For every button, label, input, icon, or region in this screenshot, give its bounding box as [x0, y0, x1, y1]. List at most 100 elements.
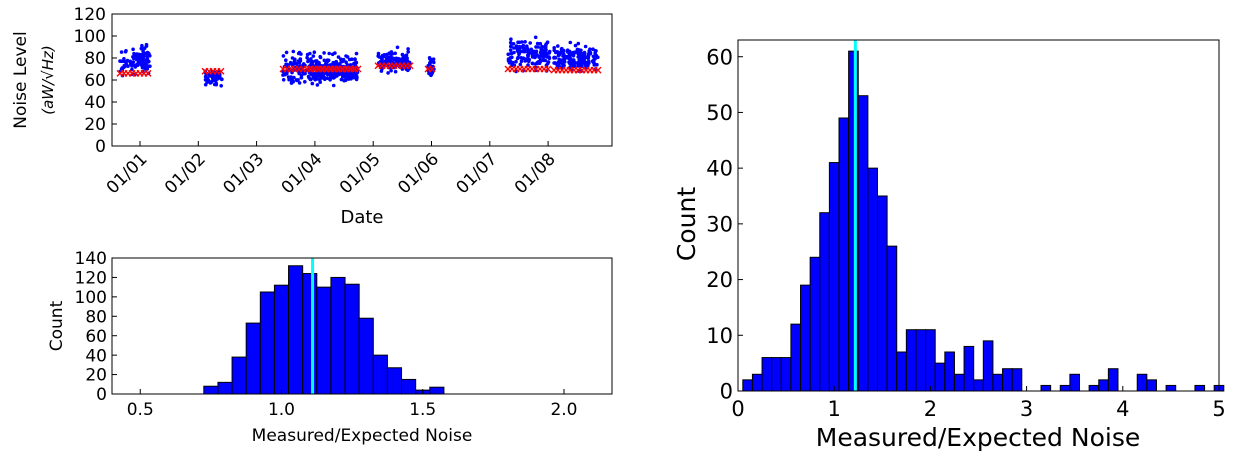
scatter-point-measured	[350, 57, 354, 61]
scatter-point-measured	[294, 78, 299, 82]
histogram-bar	[828, 162, 840, 392]
scatter-y-axis-unit: (aW/√Hz)	[39, 45, 57, 115]
scatter-point-measured	[354, 61, 358, 65]
scatter-point-measured	[336, 55, 341, 59]
histogram-bar	[358, 317, 374, 395]
scatter-plot-frame	[111, 13, 613, 147]
scatter-point-measured	[552, 56, 556, 60]
scatter-point-measured	[308, 77, 313, 81]
y-tick-label: 10	[706, 324, 733, 348]
scatter-y-tick-label: 60	[84, 71, 106, 91]
scatter-point-measured	[292, 75, 296, 80]
scatter-point-measured	[328, 78, 332, 82]
scatter-point-measured	[385, 57, 389, 61]
histogram-bar	[896, 351, 907, 392]
scatter-point-expected	[144, 69, 152, 77]
scatter-point-measured	[128, 62, 133, 66]
scatter-point-measured	[517, 44, 522, 49]
scatter-point-measured	[343, 78, 348, 82]
histogram-bar	[905, 329, 917, 392]
scatter-point-measured	[312, 50, 317, 54]
scatter-x-tick-label: 01/03	[219, 149, 268, 198]
scatter-point-measured	[140, 43, 144, 48]
scatter-point-expected	[406, 62, 414, 70]
scatter-point-measured	[553, 50, 558, 55]
scatter-point-measured	[584, 55, 589, 59]
y-tick-label: 60	[85, 327, 107, 347]
scatter-point-measured	[132, 51, 136, 56]
histogram-bar	[1165, 384, 1177, 392]
y-tick-label: 120	[75, 269, 107, 289]
scatter-point-measured	[397, 57, 401, 62]
scatter-x-tick-label: 01/02	[161, 149, 210, 198]
histogram-bar	[800, 284, 811, 392]
scatter-point-measured	[577, 48, 581, 52]
scatter-point-measured	[131, 47, 135, 52]
scatter-point-measured	[571, 52, 575, 57]
x-tick-label: 4	[1116, 397, 1129, 421]
scatter-point-expected	[351, 65, 359, 73]
scatter-point-measured	[595, 62, 599, 67]
histogram-bar	[1107, 368, 1119, 392]
scatter-point-measured	[330, 74, 335, 78]
scatter-point-measured	[327, 51, 332, 56]
scatter-point-measured	[330, 52, 335, 57]
histogram-bar	[982, 340, 994, 392]
histogram-bar	[992, 373, 1004, 392]
histogram-bar	[203, 385, 219, 395]
scatter-point-measured	[406, 47, 410, 51]
scatter-point-measured	[510, 55, 514, 60]
scatter-point-measured	[286, 75, 291, 79]
histogram-bar	[780, 357, 792, 392]
scatter-point-measured	[552, 46, 556, 50]
histogram-bar	[273, 284, 290, 395]
histogram-bar	[1088, 384, 1100, 392]
scatter-point-measured	[567, 49, 572, 54]
scatter-point-measured	[297, 50, 302, 55]
y-tick-label: 60	[706, 45, 733, 69]
scatter-point-measured	[142, 58, 146, 62]
x-tick-label: 1	[828, 397, 841, 421]
y-tick-label: 0	[720, 380, 733, 404]
scatter-point-measured	[124, 49, 128, 53]
scatter-point-measured	[530, 55, 535, 59]
large-histogram-frame	[737, 39, 1220, 392]
scatter-point-measured	[401, 57, 406, 61]
scatter-point-measured	[214, 82, 218, 87]
y-tick-label: 100	[75, 288, 107, 308]
scatter-point-measured	[395, 45, 400, 50]
scatter-point-measured	[133, 65, 138, 69]
scatter-point-measured	[310, 81, 315, 86]
scatter-point-measured	[289, 80, 294, 85]
scatter-point-measured	[345, 55, 350, 59]
scatter-point-measured	[538, 59, 543, 63]
scatter-point-measured	[389, 58, 393, 62]
scatter-point-measured	[523, 40, 527, 44]
scatter-point-measured	[557, 57, 561, 62]
large-histogram-y-axis-label: Count	[672, 187, 701, 261]
scatter-point-measured	[541, 58, 546, 63]
histogram-bar	[330, 276, 346, 395]
scatter-point-measured	[301, 62, 306, 66]
large-histogram-y-ticks: 0 10 20 30 40 50 60	[706, 45, 743, 404]
scatter-point-measured	[393, 51, 398, 56]
histogram-bar	[245, 322, 261, 395]
scatter-point-measured	[509, 37, 513, 41]
scatter-point-measured	[204, 78, 208, 82]
scatter-point-measured	[142, 46, 147, 50]
x-tick-label: 1.0	[268, 400, 295, 420]
scatter-point-measured	[591, 54, 596, 59]
scatter-point-measured	[546, 61, 550, 66]
histogram-bar	[344, 283, 360, 395]
histogram-bar	[1002, 368, 1013, 392]
scatter-point-measured	[119, 50, 124, 54]
scatter-x-tick-label: 01/01	[103, 149, 152, 198]
scatter-point-measured	[534, 45, 538, 49]
histogram-bar	[934, 362, 946, 392]
scatter-point-measured	[514, 59, 518, 64]
scatter-point-expected	[544, 65, 552, 73]
scatter-point-measured	[556, 44, 560, 48]
